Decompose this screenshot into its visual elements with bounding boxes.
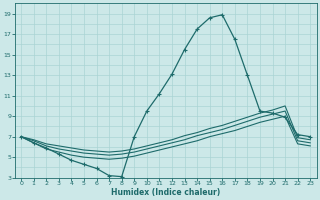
X-axis label: Humidex (Indice chaleur): Humidex (Indice chaleur) (111, 188, 220, 197)
